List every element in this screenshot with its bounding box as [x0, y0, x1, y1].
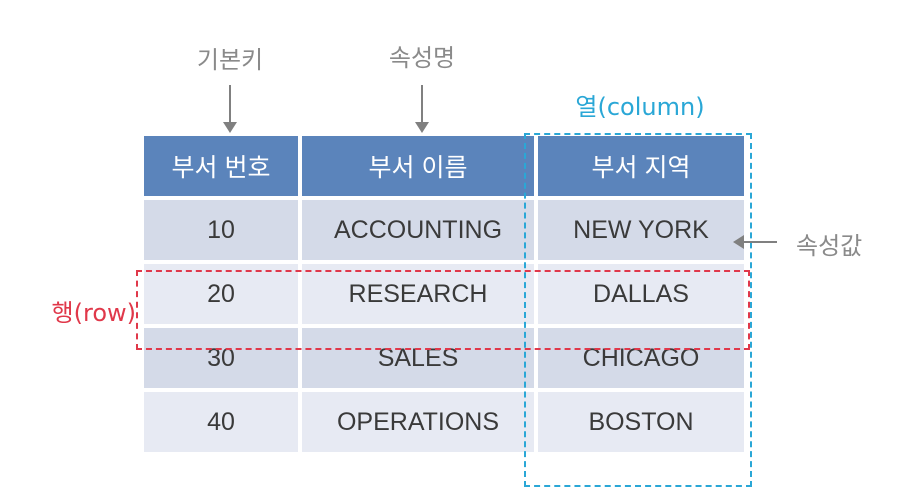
table-row: 40 OPERATIONS BOSTON — [144, 392, 744, 452]
header-dept-number: 부서 번호 — [144, 136, 298, 196]
cell-dept-name: ACCOUNTING — [302, 200, 534, 260]
cell-dept-location: DALLAS — [538, 264, 744, 324]
cell-dept-number: 10 — [144, 200, 298, 260]
row-highlight-box — [136, 270, 750, 350]
cell-dept-location: NEW YORK — [538, 200, 744, 260]
department-table: 부서 번호 부서 이름 부서 지역 10 ACCOUNTING NEW YORK… — [140, 132, 748, 456]
cell-dept-name: RESEARCH — [302, 264, 534, 324]
primary-key-arrow-icon — [223, 85, 237, 133]
attribute-name-arrow-icon — [415, 85, 429, 133]
table-header-row: 부서 번호 부서 이름 부서 지역 — [144, 136, 744, 196]
column-highlight-box — [524, 133, 752, 487]
table-row: 20 RESEARCH DALLAS — [144, 264, 744, 324]
cell-dept-location: BOSTON — [538, 392, 744, 452]
row-label: 행(row) — [51, 299, 136, 327]
table-row: 10 ACCOUNTING NEW YORK — [144, 200, 744, 260]
cell-dept-number: 40 — [144, 392, 298, 452]
column-label: 열(column) — [575, 93, 705, 121]
header-dept-name: 부서 이름 — [302, 136, 534, 196]
attribute-value-arrow-icon — [733, 235, 777, 249]
attribute-value-label: 속성값 — [796, 232, 863, 260]
attribute-name-label: 속성명 — [388, 44, 456, 72]
cell-dept-number: 20 — [144, 264, 298, 324]
header-dept-location: 부서 지역 — [538, 136, 744, 196]
cell-dept-number: 30 — [144, 328, 298, 388]
primary-key-label: 기본키 — [196, 46, 264, 74]
cell-dept-name: OPERATIONS — [302, 392, 534, 452]
